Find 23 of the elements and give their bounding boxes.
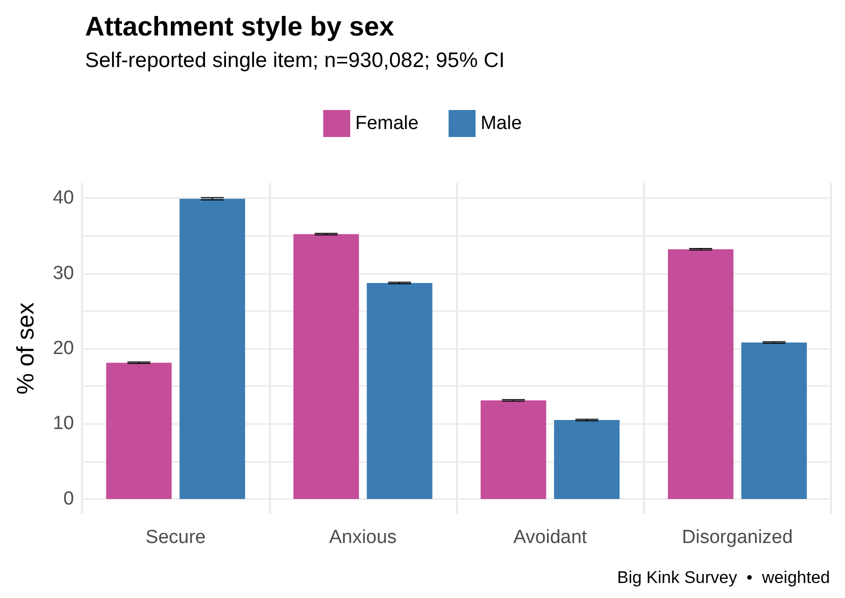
bar — [180, 198, 246, 499]
x-tick-label: Secure — [146, 527, 206, 548]
x-tick-label: Anxious — [329, 527, 397, 548]
y-tick-label: 40 — [52, 188, 74, 209]
chart-subtitle: Self-reported single item; n=930,082; 95% CI — [85, 49, 505, 72]
y-axis-title: % of sex — [12, 302, 40, 395]
bar — [554, 420, 620, 499]
legend-label: Male — [480, 113, 522, 134]
bar — [741, 342, 807, 499]
text: Big Kink Survey • weighted — [617, 568, 830, 587]
y-tick-label: 20 — [52, 338, 74, 359]
y-tick-label: 10 — [52, 413, 74, 434]
x-tick-label: Avoidant — [513, 527, 588, 548]
bar — [293, 234, 359, 499]
bar — [366, 283, 432, 499]
y-tick-label: 30 — [52, 262, 74, 284]
bar — [668, 249, 734, 499]
y-tick-label: 0 — [63, 488, 74, 510]
x-tick-label: Disorganized — [682, 527, 793, 548]
chart-title: Attachment style by sex — [85, 12, 394, 42]
bar — [480, 400, 546, 499]
legend-label: Female — [355, 113, 419, 134]
bar — [106, 362, 172, 499]
